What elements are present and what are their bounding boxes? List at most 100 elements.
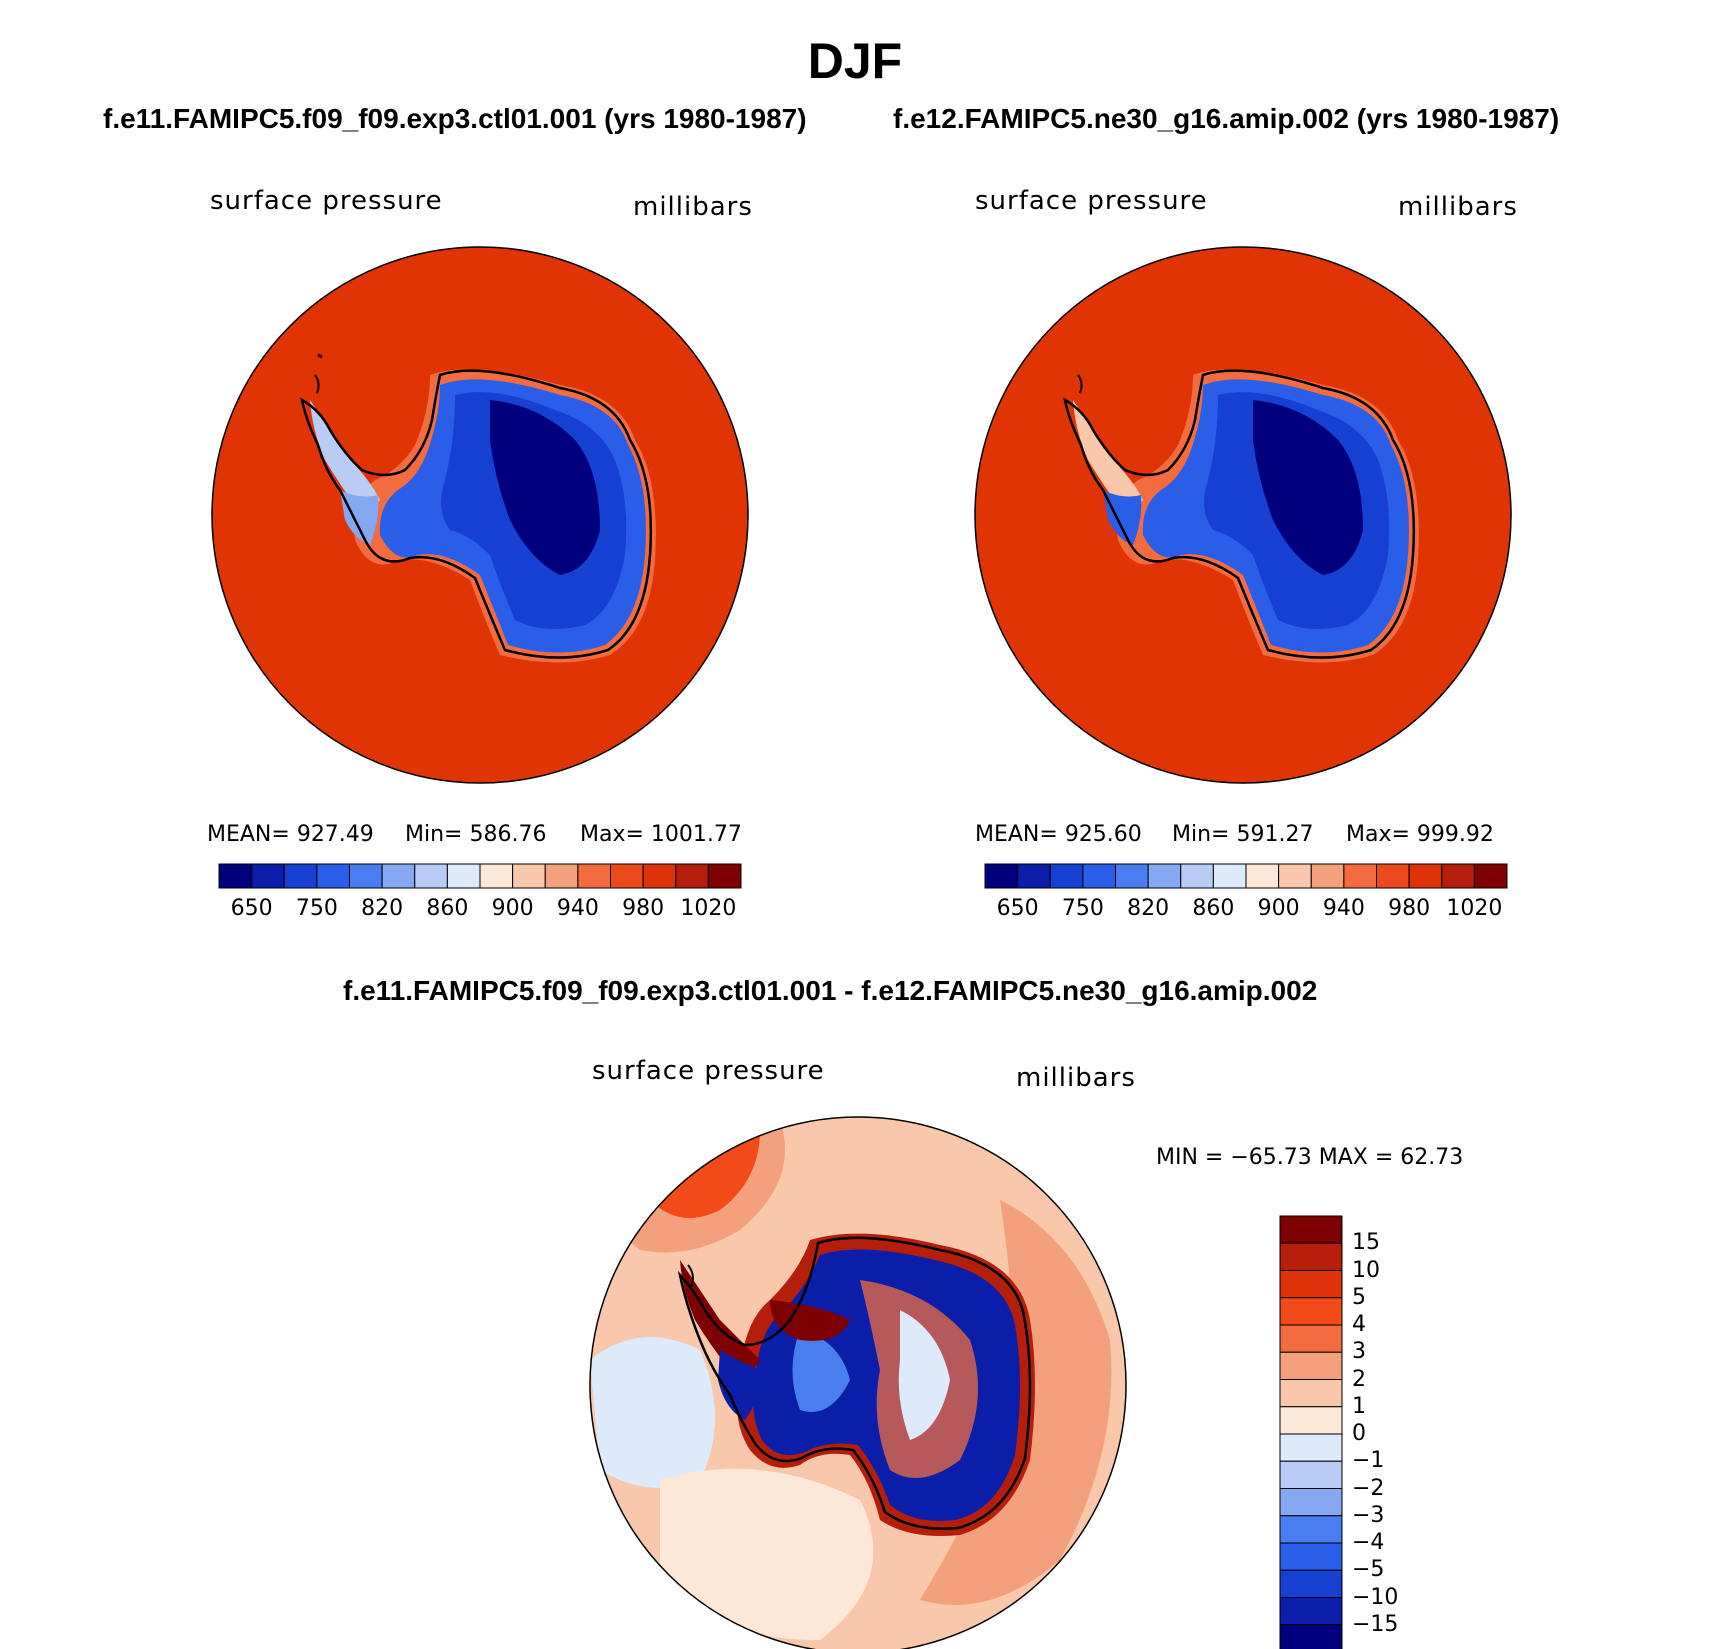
colorbar-left-tick-label: 900 [491, 896, 534, 921]
colorbar-left-tick-label: 750 [295, 896, 338, 921]
colorbar-right-swatch [1376, 863, 1410, 889]
colorbar-diff-swatch [1279, 1488, 1343, 1517]
colorbar-right-swatch [984, 863, 1019, 889]
colorbar-right-tick-label: 750 [1061, 896, 1104, 921]
diff-minmax-label: MIN = −65.73 MAX = 62.73 [1156, 1145, 1464, 1170]
colorbar-left-swatch [577, 863, 611, 889]
colorbar-left [218, 863, 742, 889]
colorbar-right-tick-label: 820 [1127, 896, 1170, 921]
colorbar-right-tick-label: 650 [996, 896, 1039, 921]
colorbar-diff-tick-label: −15 [1352, 1611, 1399, 1637]
diff-coastline [677, 1236, 1032, 1530]
variable-label-diff: surface pressure [592, 1056, 825, 1086]
colorbar-diff-tick-label: 1 [1352, 1393, 1366, 1419]
diff-land-neutral-patch [898, 1310, 950, 1440]
diff-land-hot-strip [770, 1300, 850, 1341]
colorbar-right-swatch [1147, 863, 1182, 889]
colorbar-right-swatch [1408, 863, 1443, 889]
diff-neutral-region [660, 1468, 874, 1640]
land-dome-left [490, 400, 600, 575]
colorbar-diff-tick-label: 2 [1352, 1366, 1366, 1392]
colorbar-left-tick-label: 820 [361, 896, 404, 921]
colorbar-left-tick-label: 650 [230, 896, 273, 921]
colorbar-right-swatch [1115, 863, 1149, 889]
colorbar-diff-swatch [1279, 1379, 1343, 1408]
colorbar-diff-tick-label: 15 [1352, 1230, 1380, 1256]
colorbar-left-swatch [707, 863, 742, 889]
colorbar-right [984, 863, 1508, 889]
colorbar-diff-tick-label: −1 [1352, 1448, 1385, 1474]
diff-cool-region [590, 1337, 715, 1488]
map-diff [590, 1117, 1126, 1649]
colorbar-diff-swatch [1279, 1270, 1343, 1299]
colorbar-left-swatch [414, 863, 448, 889]
variable-label-right: surface pressure [975, 186, 1208, 216]
colorbar-right-swatch [1343, 863, 1377, 889]
colorbar-right-swatch [1278, 863, 1312, 889]
colorbar-diff-swatch [1279, 1542, 1343, 1571]
colorbar-right-swatch [1017, 863, 1051, 889]
colorbar-left-swatch [218, 863, 253, 889]
colorbar-right-swatch [1212, 863, 1247, 889]
colorbar-diff-swatch [1279, 1597, 1343, 1626]
colorbar-right-swatch [1310, 863, 1345, 889]
case-title-right: f.e12.FAMIPC5.ne30_g16.amip.002 (yrs 198… [893, 103, 1560, 134]
colorbar-right-tick-label: 900 [1257, 896, 1300, 921]
max-label-left: Max= 1001.77 [580, 822, 742, 847]
mean-label-right: MEAN= 925.60 [975, 822, 1142, 847]
colorbar-left-tick-label: 860 [426, 896, 469, 921]
colorbar-left-swatch [544, 863, 579, 889]
colorbar-diff-tick-label: 10 [1352, 1257, 1380, 1283]
colorbar-diff-swatch [1279, 1433, 1343, 1462]
diff-peninsula [680, 1260, 760, 1374]
colorbar-diff-tick-label: 0 [1352, 1421, 1366, 1446]
map-border-right [974, 246, 1512, 784]
units-label-diff: millibars [1016, 1063, 1136, 1093]
colorbar-diff-swatch [1279, 1515, 1343, 1544]
colorbar-left-swatch [512, 863, 546, 889]
coastline-right [1063, 369, 1416, 659]
colorbar-diff-tick-label: 3 [1352, 1339, 1366, 1365]
colorbar-left-tick-label: 980 [622, 896, 665, 921]
colorbar-left-tick-label: 1020 [680, 896, 737, 921]
colorbar-diff [1279, 1215, 1343, 1649]
colorbar-diff-swatch [1279, 1297, 1343, 1326]
mean-label-left: MEAN= 927.49 [207, 822, 374, 847]
diff-land-cool-patch [792, 1330, 850, 1412]
map-right [975, 247, 1511, 783]
units-label-left: millibars [633, 192, 753, 222]
max-label-right: Max= 999.92 [1346, 822, 1494, 847]
variable-label-left: surface pressure [210, 186, 443, 216]
colorbar-diff-tick-label: −10 [1352, 1584, 1399, 1610]
map-border-left [211, 246, 749, 784]
colorbar-right-tick-label: 980 [1388, 896, 1431, 921]
colorbar-diff-tick-label: −4 [1352, 1530, 1385, 1555]
colorbar-right-swatch [1049, 863, 1084, 889]
diff-case-title: f.e11.FAMIPC5.f09_f09.exp3.ctl01.001 - f… [343, 975, 1318, 1006]
colorbar-diff-swatch [1279, 1324, 1343, 1353]
colorbar-right-swatch [1473, 863, 1508, 889]
units-label-right: millibars [1398, 192, 1518, 222]
colorbar-right-swatch [1245, 863, 1280, 889]
colorbar-diff-swatch [1279, 1215, 1343, 1244]
page-title: DJF [807, 33, 903, 89]
colorbar-diff-tick-label: 5 [1352, 1284, 1366, 1310]
colorbar-left-swatch [381, 863, 416, 889]
case-title-left: f.e11.FAMIPC5.f09_f09.exp3.ctl01.001 (yr… [103, 103, 807, 134]
colorbar-left-swatch [446, 863, 481, 889]
colorbar-right-tick-label: 1020 [1446, 896, 1503, 921]
colorbar-diff-swatch [1279, 1351, 1343, 1380]
colorbar-diff-swatch [1279, 1569, 1343, 1598]
colorbar-right-tick-label: 860 [1192, 896, 1235, 921]
colorbar-diff-tick-label: −3 [1352, 1502, 1385, 1528]
colorbar-left-swatch [349, 863, 383, 889]
colorbar-diff-swatch [1279, 1460, 1343, 1489]
colorbar-left-swatch [642, 863, 677, 889]
colorbar-left-swatch [283, 863, 318, 889]
min-label-right: Min= 591.27 [1172, 822, 1314, 847]
coastline-left [300, 369, 653, 659]
map-border-diff [589, 1116, 1127, 1649]
colorbar-diff-tick-label: 4 [1352, 1312, 1366, 1337]
colorbar-left-swatch [316, 863, 350, 889]
